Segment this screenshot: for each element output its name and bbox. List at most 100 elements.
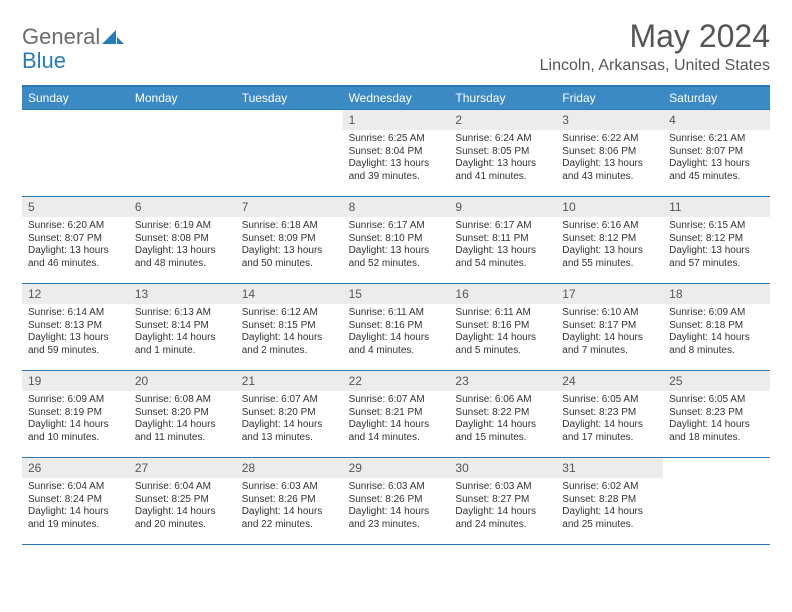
day-number: 23: [449, 371, 556, 391]
calendar-day: 27Sunrise: 6:04 AMSunset: 8:25 PMDayligh…: [129, 458, 236, 544]
calendar-day: 23Sunrise: 6:06 AMSunset: 8:22 PMDayligh…: [449, 371, 556, 457]
day-details: Sunrise: 6:05 AMSunset: 8:23 PMDaylight:…: [663, 391, 770, 448]
sunset-text: Sunset: 8:08 PM: [135, 233, 230, 246]
day-number: 26: [22, 458, 129, 478]
weekday-header: Thursday: [449, 87, 556, 109]
calendar-day: 20Sunrise: 6:08 AMSunset: 8:20 PMDayligh…: [129, 371, 236, 457]
daylight-text: Daylight: 14 hours and 11 minutes.: [135, 419, 230, 444]
sunrise-text: Sunrise: 6:05 AM: [562, 394, 657, 407]
sunset-text: Sunset: 8:16 PM: [349, 320, 444, 333]
day-number: 8: [343, 197, 450, 217]
sunrise-text: Sunrise: 6:14 AM: [28, 307, 123, 320]
calendar-week: 1Sunrise: 6:25 AMSunset: 8:04 PMDaylight…: [22, 109, 770, 196]
daylight-text: Daylight: 13 hours and 39 minutes.: [349, 158, 444, 183]
calendar-day: 11Sunrise: 6:15 AMSunset: 8:12 PMDayligh…: [663, 197, 770, 283]
day-number: 1: [343, 110, 450, 130]
day-details: Sunrise: 6:16 AMSunset: 8:12 PMDaylight:…: [556, 217, 663, 274]
sunrise-text: Sunrise: 6:03 AM: [349, 481, 444, 494]
sunset-text: Sunset: 8:12 PM: [669, 233, 764, 246]
day-number: 6: [129, 197, 236, 217]
calendar-day: [663, 458, 770, 544]
calendar-day: 3Sunrise: 6:22 AMSunset: 8:06 PMDaylight…: [556, 110, 663, 196]
daylight-text: Daylight: 13 hours and 57 minutes.: [669, 245, 764, 270]
sunset-text: Sunset: 8:10 PM: [349, 233, 444, 246]
day-number: 27: [129, 458, 236, 478]
sunrise-text: Sunrise: 6:16 AM: [562, 220, 657, 233]
sunset-text: Sunset: 8:07 PM: [669, 146, 764, 159]
day-number: 4: [663, 110, 770, 130]
sunset-text: Sunset: 8:12 PM: [562, 233, 657, 246]
day-details: Sunrise: 6:03 AMSunset: 8:27 PMDaylight:…: [449, 478, 556, 535]
sunrise-text: Sunrise: 6:25 AM: [349, 133, 444, 146]
daylight-text: Daylight: 14 hours and 7 minutes.: [562, 332, 657, 357]
day-number: 9: [449, 197, 556, 217]
sunset-text: Sunset: 8:25 PM: [135, 494, 230, 507]
sunrise-text: Sunrise: 6:10 AM: [562, 307, 657, 320]
sunset-text: Sunset: 8:05 PM: [455, 146, 550, 159]
daylight-text: Daylight: 14 hours and 18 minutes.: [669, 419, 764, 444]
day-details: Sunrise: 6:07 AMSunset: 8:21 PMDaylight:…: [343, 391, 450, 448]
day-details: Sunrise: 6:08 AMSunset: 8:20 PMDaylight:…: [129, 391, 236, 448]
day-number: 18: [663, 284, 770, 304]
calendar-day: [129, 110, 236, 196]
sunrise-text: Sunrise: 6:04 AM: [28, 481, 123, 494]
sunset-text: Sunset: 8:23 PM: [669, 407, 764, 420]
daylight-text: Daylight: 14 hours and 22 minutes.: [242, 506, 337, 531]
day-details: Sunrise: 6:18 AMSunset: 8:09 PMDaylight:…: [236, 217, 343, 274]
day-details: Sunrise: 6:04 AMSunset: 8:25 PMDaylight:…: [129, 478, 236, 535]
calendar-day: 4Sunrise: 6:21 AMSunset: 8:07 PMDaylight…: [663, 110, 770, 196]
day-details: Sunrise: 6:09 AMSunset: 8:19 PMDaylight:…: [22, 391, 129, 448]
daylight-text: Daylight: 13 hours and 45 minutes.: [669, 158, 764, 183]
daylight-text: Daylight: 14 hours and 17 minutes.: [562, 419, 657, 444]
day-details: Sunrise: 6:21 AMSunset: 8:07 PMDaylight:…: [663, 130, 770, 187]
day-number: 5: [22, 197, 129, 217]
sunset-text: Sunset: 8:04 PM: [349, 146, 444, 159]
calendar-day: 29Sunrise: 6:03 AMSunset: 8:26 PMDayligh…: [343, 458, 450, 544]
daylight-text: Daylight: 14 hours and 14 minutes.: [349, 419, 444, 444]
day-details: Sunrise: 6:03 AMSunset: 8:26 PMDaylight:…: [236, 478, 343, 535]
weekday-header-row: SundayMondayTuesdayWednesdayThursdayFrid…: [22, 87, 770, 109]
sunrise-text: Sunrise: 6:13 AM: [135, 307, 230, 320]
sunset-text: Sunset: 8:27 PM: [455, 494, 550, 507]
daylight-text: Daylight: 14 hours and 24 minutes.: [455, 506, 550, 531]
calendar-day: 17Sunrise: 6:10 AMSunset: 8:17 PMDayligh…: [556, 284, 663, 370]
day-details: Sunrise: 6:03 AMSunset: 8:26 PMDaylight:…: [343, 478, 450, 535]
calendar-day: 9Sunrise: 6:17 AMSunset: 8:11 PMDaylight…: [449, 197, 556, 283]
sunset-text: Sunset: 8:28 PM: [562, 494, 657, 507]
sunset-text: Sunset: 8:19 PM: [28, 407, 123, 420]
daylight-text: Daylight: 13 hours and 59 minutes.: [28, 332, 123, 357]
sunrise-text: Sunrise: 6:19 AM: [135, 220, 230, 233]
day-number: 24: [556, 371, 663, 391]
day-number: 20: [129, 371, 236, 391]
sunrise-text: Sunrise: 6:08 AM: [135, 394, 230, 407]
brand-word-1: General: [22, 24, 100, 50]
sunrise-text: Sunrise: 6:05 AM: [669, 394, 764, 407]
daylight-text: Daylight: 14 hours and 19 minutes.: [28, 506, 123, 531]
daylight-text: Daylight: 13 hours and 41 minutes.: [455, 158, 550, 183]
sunset-text: Sunset: 8:26 PM: [349, 494, 444, 507]
sunrise-text: Sunrise: 6:09 AM: [669, 307, 764, 320]
calendar-day: 21Sunrise: 6:07 AMSunset: 8:20 PMDayligh…: [236, 371, 343, 457]
sunrise-text: Sunrise: 6:07 AM: [349, 394, 444, 407]
daylight-text: Daylight: 13 hours and 54 minutes.: [455, 245, 550, 270]
location-subtitle: Lincoln, Arkansas, United States: [540, 57, 770, 75]
calendar-week: 12Sunrise: 6:14 AMSunset: 8:13 PMDayligh…: [22, 283, 770, 370]
daylight-text: Daylight: 14 hours and 2 minutes.: [242, 332, 337, 357]
calendar-day: 14Sunrise: 6:12 AMSunset: 8:15 PMDayligh…: [236, 284, 343, 370]
calendar-week: 5Sunrise: 6:20 AMSunset: 8:07 PMDaylight…: [22, 196, 770, 283]
calendar-day: [236, 110, 343, 196]
weekday-header: Saturday: [663, 87, 770, 109]
day-number: 25: [663, 371, 770, 391]
sunset-text: Sunset: 8:21 PM: [349, 407, 444, 420]
header: General May 2024 Lincoln, Arkansas, Unit…: [22, 18, 770, 75]
calendar-day: 22Sunrise: 6:07 AMSunset: 8:21 PMDayligh…: [343, 371, 450, 457]
calendar-day: 24Sunrise: 6:05 AMSunset: 8:23 PMDayligh…: [556, 371, 663, 457]
calendar-day: [22, 110, 129, 196]
calendar-day: 26Sunrise: 6:04 AMSunset: 8:24 PMDayligh…: [22, 458, 129, 544]
daylight-text: Daylight: 14 hours and 25 minutes.: [562, 506, 657, 531]
calendar: SundayMondayTuesdayWednesdayThursdayFrid…: [22, 85, 770, 545]
calendar-day: 28Sunrise: 6:03 AMSunset: 8:26 PMDayligh…: [236, 458, 343, 544]
sunrise-text: Sunrise: 6:22 AM: [562, 133, 657, 146]
daylight-text: Daylight: 14 hours and 10 minutes.: [28, 419, 123, 444]
day-number: 3: [556, 110, 663, 130]
